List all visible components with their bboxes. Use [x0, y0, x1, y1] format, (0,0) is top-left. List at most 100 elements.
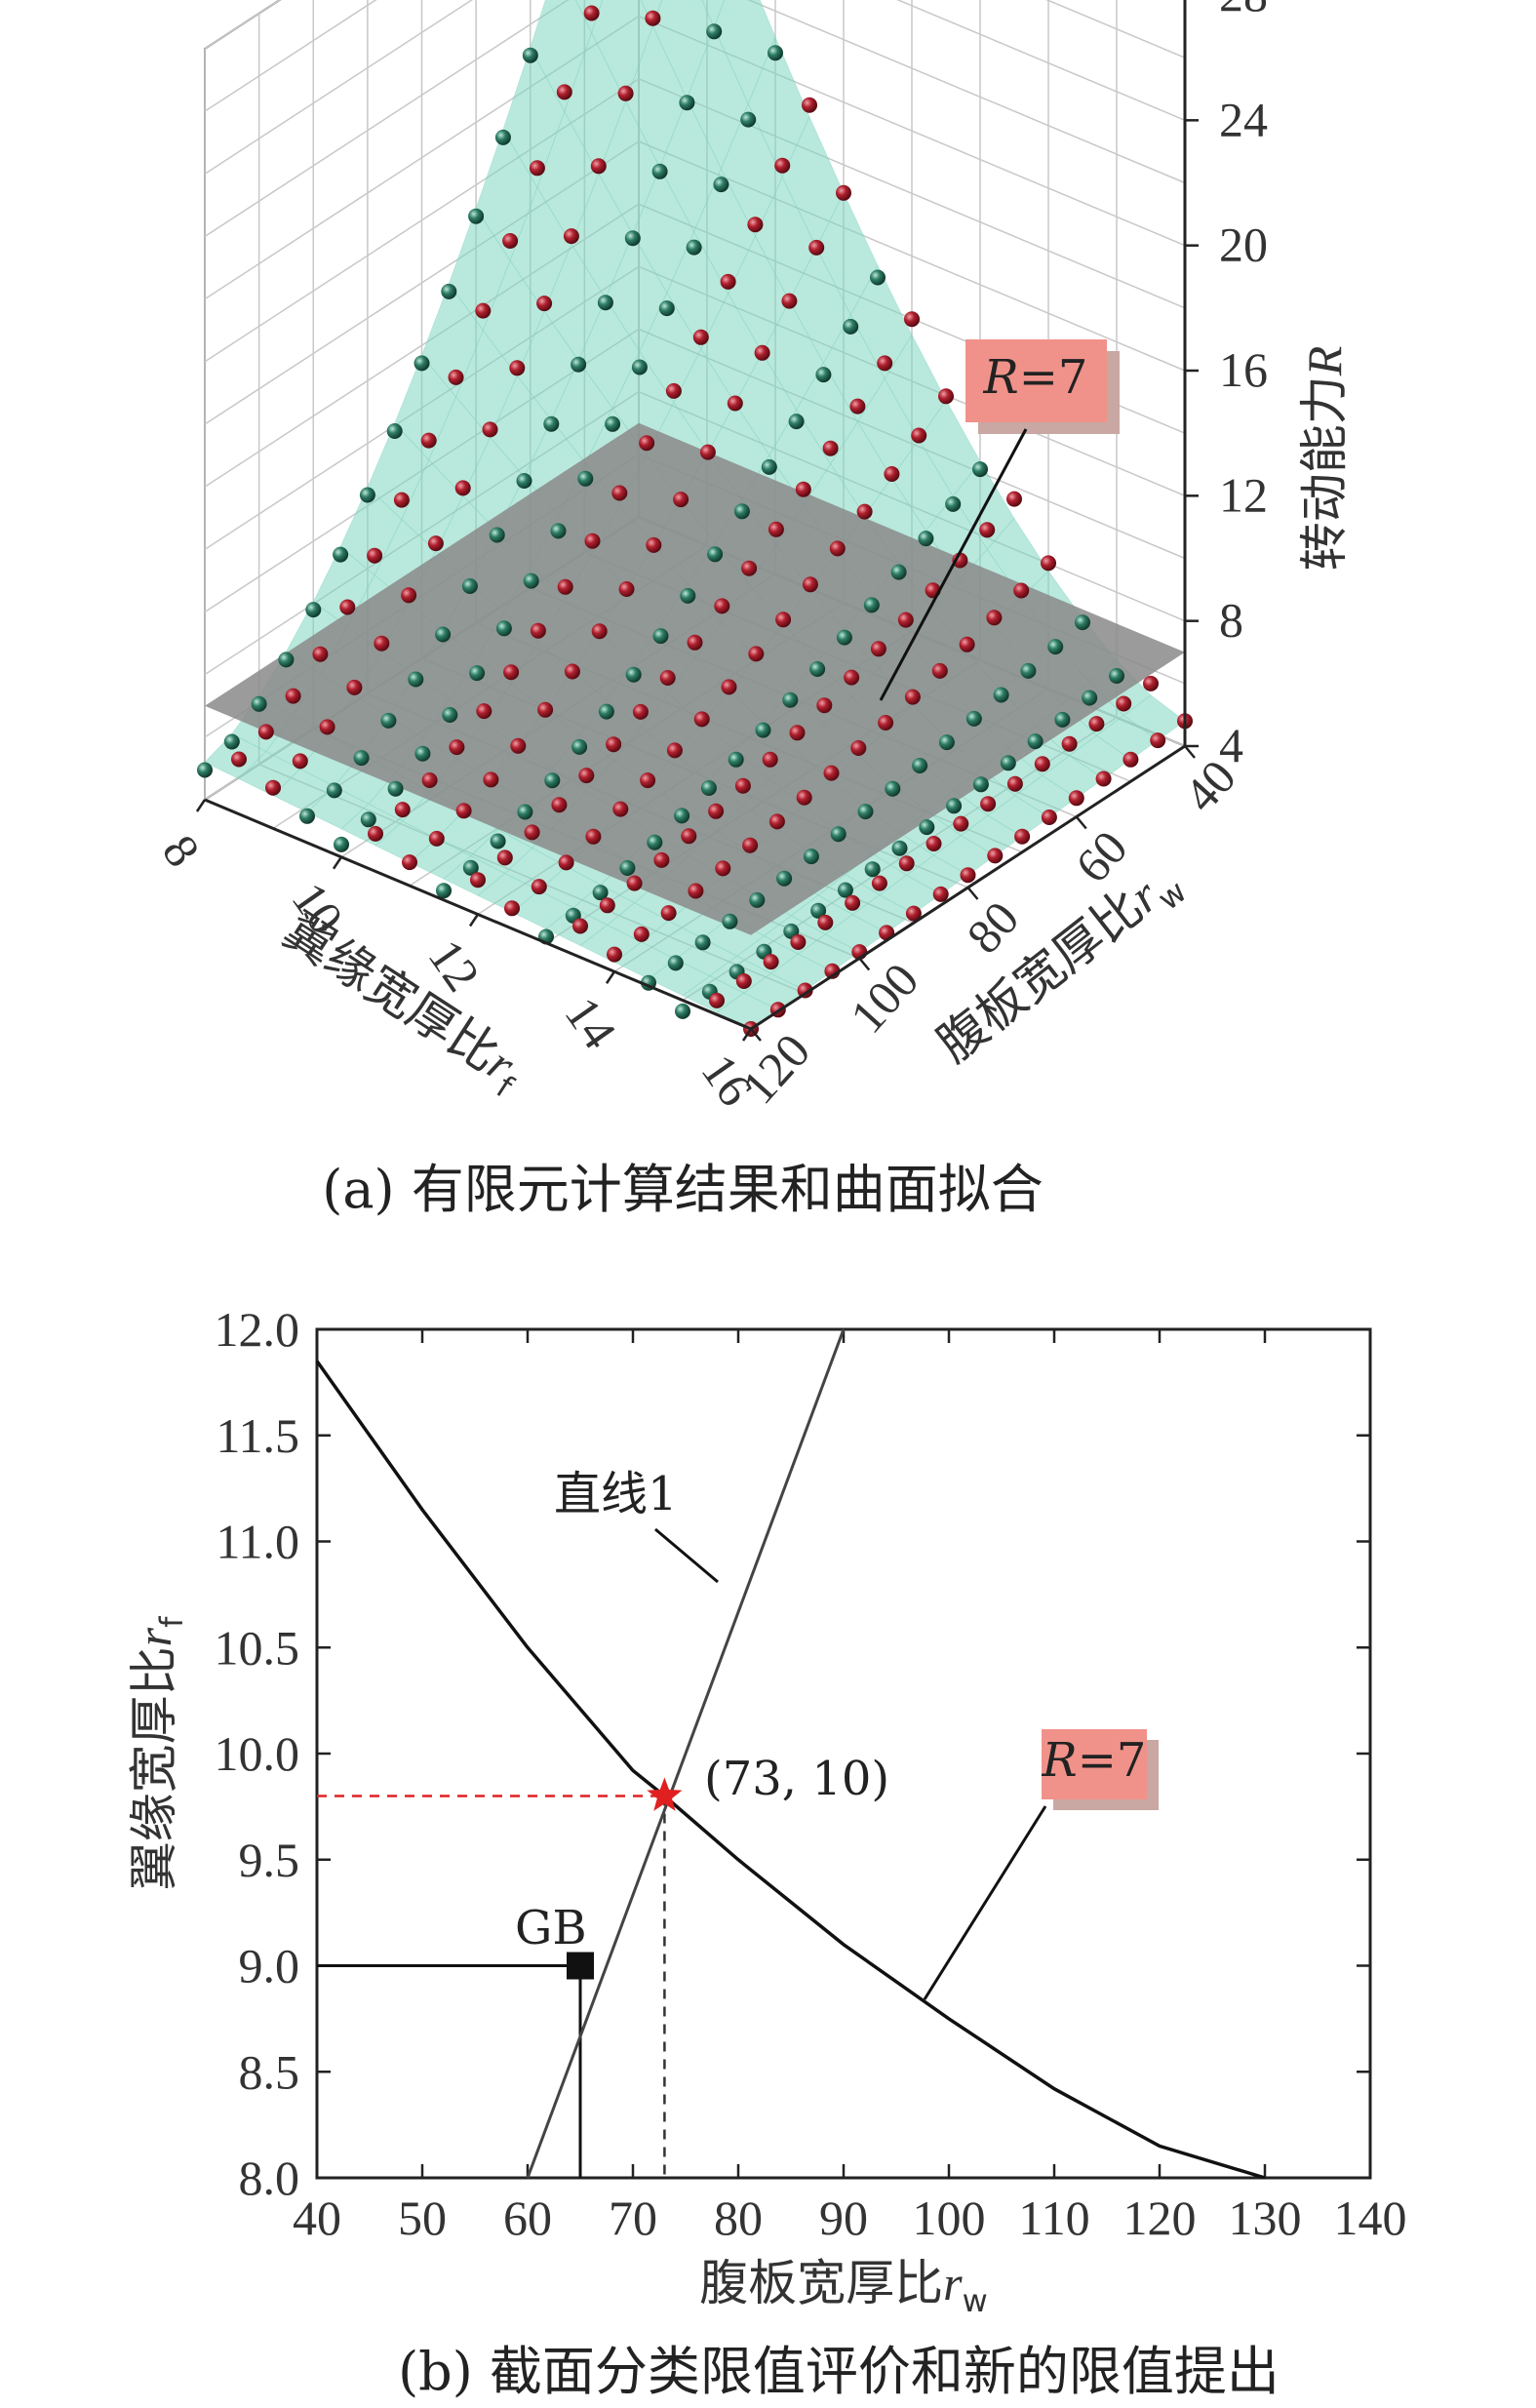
fe-point [885, 780, 901, 797]
y-tick-label: 11.5 [216, 1408, 299, 1463]
r7-label-b-value: =7 [1078, 1733, 1147, 1788]
fe-point [522, 47, 538, 63]
fe-point [557, 578, 573, 595]
flange-tick [195, 799, 207, 812]
fe-point [810, 902, 827, 919]
fe-point [590, 158, 607, 175]
line1-leader [654, 1527, 719, 1584]
flange-axis-label-a: 翼缘宽厚比rf [269, 902, 534, 1106]
fe-point [666, 742, 683, 759]
fe-point [544, 772, 561, 789]
fe-point [960, 867, 976, 884]
fe-point [367, 547, 383, 564]
fe-point [836, 184, 851, 201]
fe-point [597, 295, 613, 311]
fe-point [631, 359, 648, 375]
fe-point [693, 711, 710, 728]
fe-point [658, 300, 675, 317]
fe-point [265, 779, 281, 796]
fe-point [1075, 614, 1090, 631]
fe-point [741, 560, 758, 576]
fe-point [517, 804, 533, 820]
fe-point [278, 651, 295, 668]
fe-point [790, 934, 807, 950]
fe-point [877, 355, 893, 372]
fe-point [442, 707, 458, 723]
x-tick-label: 140 [1334, 2191, 1407, 2245]
fe-point [625, 666, 642, 683]
flange-tick-label: 14 [555, 987, 628, 1058]
fe-point [653, 851, 670, 868]
fe-point [448, 369, 464, 385]
fe-point [626, 875, 643, 891]
fe-point [659, 670, 676, 686]
fe-point [408, 671, 424, 688]
fe-point [1020, 662, 1037, 679]
x-tick-label: 130 [1229, 2191, 1302, 2245]
fe-point [830, 826, 847, 843]
x-tick-label: 110 [1018, 2191, 1089, 2245]
fe-point [556, 84, 572, 100]
fe-point [1013, 582, 1030, 599]
fe-point [1054, 711, 1071, 728]
fe-point [735, 973, 752, 989]
r7-label-a-box [965, 339, 1107, 422]
flange-tick [741, 1028, 753, 1042]
fe-point [494, 129, 511, 145]
fe-point [490, 833, 506, 849]
axis-ticks-b: 40 50 60 70 80 90 100 110 120 130 140 8.0 8.5 9.0 9.5 1… [215, 1302, 1407, 2245]
fe-point [845, 894, 861, 911]
fe-point [292, 753, 308, 770]
fe-point [346, 679, 363, 695]
fe-point [734, 777, 751, 794]
fe-point [808, 239, 825, 256]
fe-result-points [197, 5, 1193, 1037]
fe-point [572, 918, 588, 934]
fe-point [530, 622, 546, 639]
fe-point [394, 802, 411, 818]
fe-point [475, 302, 492, 319]
fe-point [510, 737, 527, 754]
fe-point [972, 776, 989, 793]
fe-point [470, 872, 486, 888]
fe-point [571, 738, 588, 755]
fe-point [1143, 675, 1159, 691]
z-axis-label: 转动能力R [1296, 346, 1353, 572]
fe-point [749, 891, 766, 908]
fe-point [904, 311, 920, 328]
fe-point [503, 664, 520, 681]
fe-point [1006, 775, 1023, 792]
fe-point [809, 661, 826, 677]
fe-point [305, 602, 322, 618]
fe-point [986, 610, 1003, 626]
fe-point [918, 531, 934, 547]
fe-point [386, 423, 403, 439]
fe-point [673, 492, 689, 508]
fe-point [871, 875, 887, 891]
fe-point [891, 840, 908, 856]
fe-point [667, 955, 684, 971]
grid-line [204, 0, 282, 50]
grid-line [204, 0, 377, 112]
y-tick-label: 9.0 [239, 1939, 300, 1994]
fe-point [768, 813, 785, 830]
fe-point [605, 415, 621, 432]
fe-point [768, 45, 783, 61]
z-tick-label: 28 [1219, 0, 1268, 21]
web-tick [858, 957, 871, 971]
fe-point [502, 233, 519, 249]
fe-point [647, 834, 663, 850]
fe-point [428, 830, 445, 847]
fe-point [946, 798, 963, 814]
flange-tick-label: 8 [152, 825, 211, 877]
r7-leader-b [923, 1805, 1047, 2000]
fe-point [231, 751, 247, 768]
fe-point [612, 801, 629, 817]
fe-point [761, 458, 777, 475]
fe-point [774, 157, 791, 174]
fe-point [285, 688, 301, 704]
fe-point [536, 296, 553, 312]
fe-point [728, 751, 744, 768]
x-tick-label: 120 [1123, 2191, 1197, 2245]
fe-point [802, 576, 818, 593]
